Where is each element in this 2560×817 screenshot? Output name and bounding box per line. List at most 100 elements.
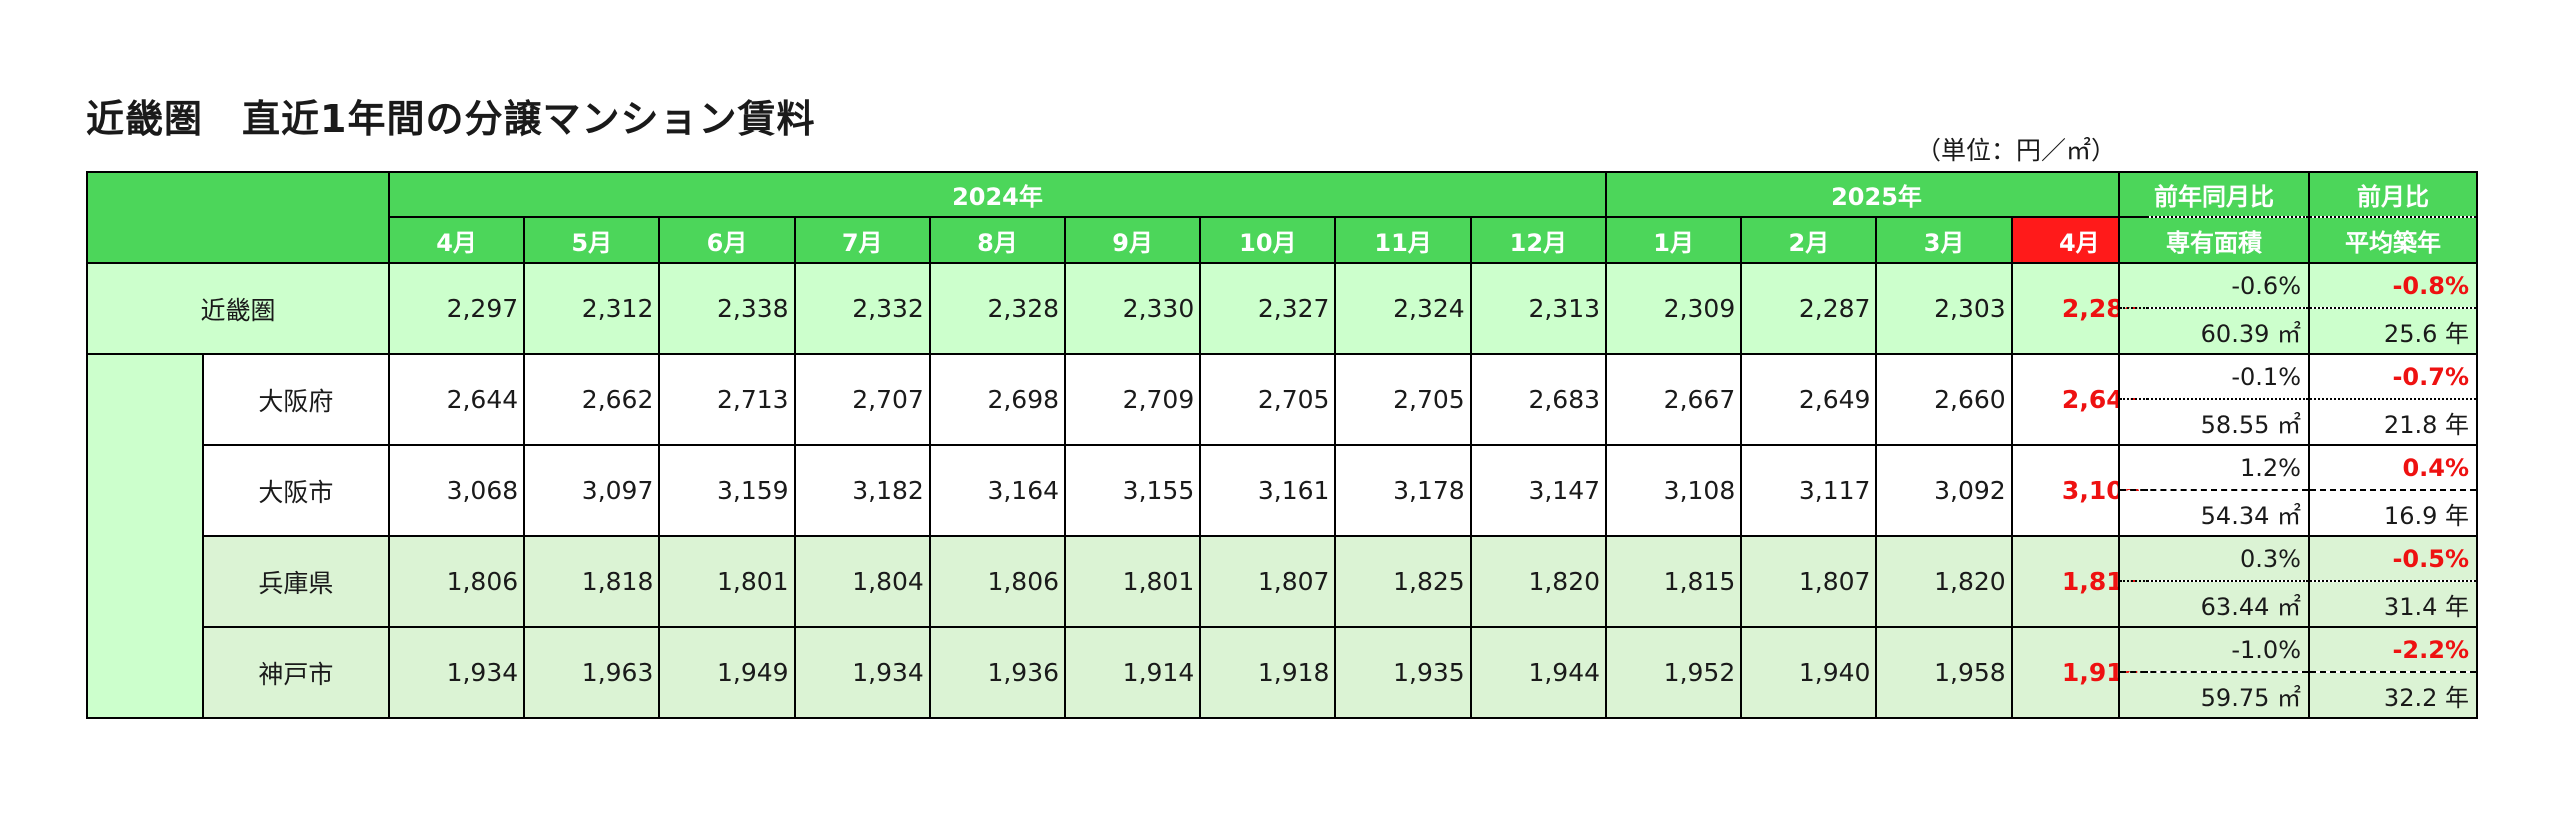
rent-cell: 3,178 — [1334, 444, 1472, 537]
rent-cell: 2,709 — [1064, 353, 1202, 446]
region-name: 大阪市 — [201, 444, 390, 537]
year-2025-header: 2025年 — [1605, 171, 2148, 218]
area-value: 54.34 ㎡ — [2118, 490, 2310, 537]
rent-cell: 2,707 — [793, 353, 931, 446]
yoy-value: -1.0% — [2118, 627, 2310, 673]
comparison-header-row: 前年同月比 前月比 — [2118, 171, 2478, 218]
rent-cell: 1,934 — [387, 626, 526, 719]
rent-cell: 3,117 — [1740, 444, 1878, 537]
month-header: 7月 — [793, 216, 931, 264]
rent-cell: 2,660 — [1875, 353, 2013, 446]
region-name: 兵庫県 — [201, 535, 390, 628]
yoy-value: 1.2% — [2118, 445, 2310, 491]
rent-cell: 1,804 — [793, 535, 931, 628]
region-name: 近畿圏 — [86, 262, 390, 355]
rent-cell: 2,287 — [1740, 262, 1878, 355]
mom-value: -0.7% — [2308, 354, 2478, 400]
rent-cell: 3,092 — [1875, 444, 2013, 537]
rent-cell: 1,934 — [793, 626, 931, 719]
rent-cell: 2,667 — [1605, 353, 1743, 446]
page-title: 近畿圏 直近1年間の分譲マンション賃料 — [86, 97, 816, 141]
mom-value: -2.2% — [2308, 627, 2478, 673]
comparison-row: 0.3% -0.5% — [2118, 536, 2478, 582]
rent-cell: 1,958 — [1875, 626, 2013, 719]
rent-cell: 3,108 — [1605, 444, 1743, 537]
rent-cell: 3,147 — [1469, 444, 1608, 537]
header-corner — [86, 171, 390, 264]
yoy-value: 0.3% — [2118, 536, 2310, 582]
area-value: 58.55 ㎡ — [2118, 399, 2310, 446]
rent-cell: 1,935 — [1334, 626, 1472, 719]
month-header: 8月 — [928, 216, 1067, 264]
comparison-row: 59.75 ㎡ 32.2 年 — [2118, 672, 2478, 719]
comparison-row: -0.6% -0.8% — [2118, 263, 2478, 309]
rent-cell: 2,713 — [658, 353, 796, 446]
rent-cell: 2,662 — [523, 353, 661, 446]
rent-cell: 1,807 — [1199, 535, 1337, 628]
rent-cell: 1,952 — [1605, 626, 1743, 719]
rent-cell: 1,818 — [523, 535, 661, 628]
comparison-header-row: 専有面積 平均築年 — [2118, 217, 2478, 264]
yoy-header: 前年同月比 — [2118, 171, 2310, 218]
mom-header: 前月比 — [2308, 171, 2478, 218]
rent-cell: 3,159 — [658, 444, 796, 537]
rent-cell: 2,332 — [793, 262, 931, 355]
rent-cell: 2,705 — [1199, 353, 1337, 446]
yoy-value: -0.1% — [2118, 354, 2310, 400]
rent-cell: 3,097 — [523, 444, 661, 537]
rent-cell: 2,683 — [1469, 353, 1608, 446]
mom-value: 0.4% — [2308, 445, 2478, 491]
month-header: 11月 — [1334, 216, 1472, 264]
rent-cell: 2,303 — [1875, 262, 2013, 355]
rent-cell: 1,949 — [658, 626, 796, 719]
rent-cell: 2,338 — [658, 262, 796, 355]
rent-cell: 2,698 — [928, 353, 1067, 446]
rent-cell: 1,801 — [658, 535, 796, 628]
rent-cell: 3,164 — [928, 444, 1067, 537]
age-value: 21.8 年 — [2308, 399, 2478, 446]
rent-cell: 3,068 — [387, 444, 526, 537]
rent-cell: 2,297 — [387, 262, 526, 355]
rent-cell: 2,649 — [1740, 353, 1878, 446]
area-value: 60.39 ㎡ — [2118, 308, 2310, 355]
comparison-row: 1.2% 0.4% — [2118, 445, 2478, 491]
month-header: 6月 — [658, 216, 796, 264]
indent-cell — [86, 353, 204, 719]
rent-cell: 2,324 — [1334, 262, 1472, 355]
table-row: 大阪府 2,644 2,662 2,713 2,707 2,698 2,709 … — [86, 353, 2149, 719]
rent-cell: 2,328 — [928, 262, 1067, 355]
rent-cell: 1,940 — [1740, 626, 1878, 719]
rent-cell: 2,705 — [1334, 353, 1472, 446]
comparison-table: 前年同月比 前月比 専有面積 平均築年 -0.6% -0.8% 60.39 ㎡ … — [2118, 171, 2478, 719]
rent-cell: 3,161 — [1199, 444, 1337, 537]
month-header: 4月 — [387, 216, 526, 264]
comparison-row: 58.55 ㎡ 21.8 年 — [2118, 399, 2478, 446]
rent-cell: 2,644 — [387, 353, 526, 446]
rent-cell: 1,963 — [523, 626, 661, 719]
rent-cell: 1,820 — [1875, 535, 2013, 628]
comparison-row: 60.39 ㎡ 25.6 年 — [2118, 308, 2478, 355]
rent-cell: 3,182 — [793, 444, 931, 537]
month-header: 9月 — [1064, 216, 1202, 264]
area-value: 59.75 ㎡ — [2118, 672, 2310, 719]
rent-cell: 1,914 — [1064, 626, 1202, 719]
rent-cell: 1,801 — [1064, 535, 1202, 628]
age-value: 32.2 年 — [2308, 672, 2478, 719]
rent-cell: 2,313 — [1469, 262, 1608, 355]
rent-cell: 1,806 — [928, 535, 1067, 628]
area-header: 専有面積 — [2118, 217, 2310, 264]
table-row: 近畿圏 2,297 2,312 2,338 2,332 2,328 2,330 … — [86, 262, 2149, 355]
rent-cell: 1,944 — [1469, 626, 1608, 719]
age-value: 31.4 年 — [2308, 581, 2478, 628]
rent-cell: 1,820 — [1469, 535, 1608, 628]
rent-cell: 1,936 — [928, 626, 1067, 719]
region-name: 大阪府 — [201, 353, 390, 446]
rent-cell: 1,825 — [1334, 535, 1472, 628]
rent-table: 2024年 2025年 4月 5月 6月 7月 8月 9月 10月 11月 12… — [86, 171, 2149, 719]
month-header: 3月 — [1875, 216, 2013, 264]
unit-label: （単位：円／㎡） — [1916, 136, 2117, 165]
rent-cell: 3,155 — [1064, 444, 1202, 537]
table-row: 兵庫県 1,806 1,818 1,801 1,804 1,806 1,801 … — [87, 535, 2149, 628]
month-header: 1月 — [1605, 216, 1743, 264]
rent-cell: 2,330 — [1064, 262, 1202, 355]
